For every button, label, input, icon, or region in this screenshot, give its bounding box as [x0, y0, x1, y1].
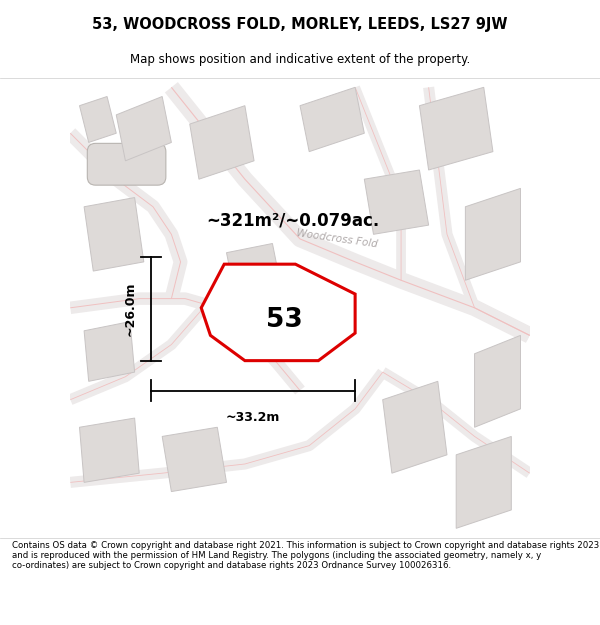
FancyBboxPatch shape: [88, 143, 166, 185]
Polygon shape: [227, 244, 281, 299]
Text: 53, WOODCROSS FOLD, MORLEY, LEEDS, LS27 9JW: 53, WOODCROSS FOLD, MORLEY, LEEDS, LS27 …: [92, 17, 508, 32]
Text: ~33.2m: ~33.2m: [226, 411, 280, 424]
Text: Contains OS data © Crown copyright and database right 2021. This information is : Contains OS data © Crown copyright and d…: [12, 541, 599, 571]
Polygon shape: [383, 381, 447, 473]
Polygon shape: [300, 88, 364, 152]
Polygon shape: [456, 436, 511, 528]
Polygon shape: [116, 96, 172, 161]
Text: Map shows position and indicative extent of the property.: Map shows position and indicative extent…: [130, 53, 470, 66]
Text: Woodcross Fold: Woodcross Fold: [296, 228, 378, 249]
Polygon shape: [201, 264, 355, 361]
Polygon shape: [475, 336, 521, 428]
Polygon shape: [466, 188, 521, 280]
Polygon shape: [84, 198, 144, 271]
Polygon shape: [84, 322, 134, 381]
Polygon shape: [79, 96, 116, 142]
Text: ~321m²/~0.079ac.: ~321m²/~0.079ac.: [206, 211, 379, 229]
Polygon shape: [364, 170, 428, 234]
Text: ~26.0m: ~26.0m: [124, 282, 137, 336]
Polygon shape: [190, 106, 254, 179]
Polygon shape: [79, 418, 139, 482]
Text: 53: 53: [266, 307, 303, 332]
Polygon shape: [419, 88, 493, 170]
Polygon shape: [162, 428, 227, 491]
